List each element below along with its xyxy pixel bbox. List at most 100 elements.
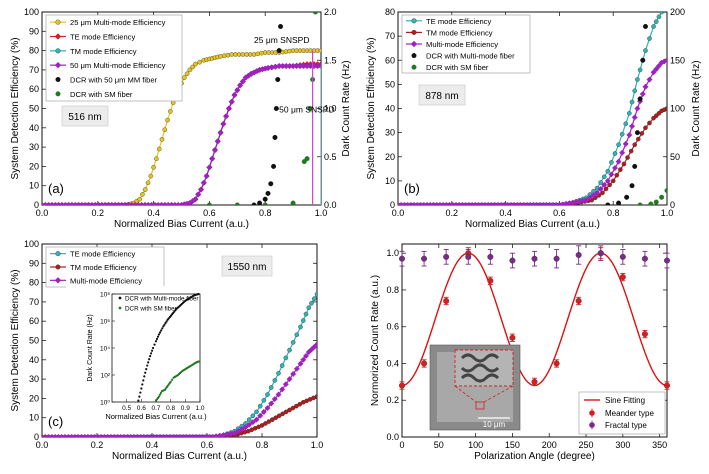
- plot-area: [42, 291, 317, 437]
- annotation-25um: 25 μm SNSPD: [254, 35, 309, 45]
- y-tick-label: 0.2: [386, 395, 399, 405]
- legend-marker: [410, 40, 418, 48]
- inset-data-point: [138, 395, 141, 398]
- y-tick-label: 40: [385, 104, 395, 114]
- inset-y-tick-label: 10²: [101, 373, 111, 380]
- panel-label: (a): [48, 181, 64, 196]
- data-point: [317, 62, 321, 70]
- y-tick-label: 0: [34, 432, 39, 442]
- data-point: [632, 142, 638, 147]
- y-axis-label: Normorized Count Rate (a.u.): [370, 275, 381, 406]
- panel-a: 0.0 0.2 0.4 0.6 0.8 1.0 0 10 20 30 40 50 60 70 80 90 100…: [10, 7, 352, 230]
- inset-x-tick-label: 0.6: [137, 405, 146, 412]
- x-axis-label: Normalized Bias Current (a.u.): [114, 219, 249, 230]
- data-point: [634, 130, 640, 136]
- data-point: [608, 171, 615, 178]
- inset-background: [66, 286, 208, 428]
- y2-tick-label: 200: [670, 7, 685, 17]
- data-point: [583, 197, 590, 204]
- data-point: [600, 190, 605, 196]
- y-tick-label: 1.0: [386, 248, 399, 258]
- x-tick-label: 0.2: [91, 440, 104, 450]
- data-point: [165, 117, 170, 123]
- data-point: [318, 48, 321, 53]
- legend-marker: [54, 61, 62, 69]
- legend: TE mode Efficiency TM mode Efficiency Mult…: [401, 14, 531, 74]
- data-point: [309, 300, 314, 306]
- y-tick-label: 100: [24, 7, 39, 17]
- x-tick-label: 0.6: [553, 208, 566, 218]
- data-point: [509, 334, 516, 341]
- data-point: [246, 417, 252, 422]
- data-point: [615, 158, 622, 165]
- y-tick-label: 20: [29, 393, 39, 403]
- y-tick-label: 90: [29, 26, 39, 36]
- data-point: [421, 255, 428, 262]
- data-point: [254, 409, 259, 415]
- data-point: [290, 340, 296, 345]
- data-point: [187, 67, 193, 73]
- data-point: [206, 202, 212, 205]
- data-point: [616, 200, 622, 205]
- ticks: 0.0 0.2 0.4 0.6 0.8 1.0 0 10 20 30 40 50 60 70 80 90 100: [24, 239, 323, 450]
- data-point: [265, 190, 271, 196]
- plot-frame: [401, 243, 668, 438]
- data-point: [421, 360, 428, 367]
- inset-series: DCR with SM fiber: [118, 306, 200, 402]
- y-tick-label: 80: [29, 46, 39, 56]
- legend-marker: [55, 264, 61, 270]
- y2-axis-label: Dark Count Rate (Hz): [341, 60, 352, 156]
- legend-frame: [45, 14, 183, 102]
- data-point: [271, 395, 278, 403]
- x-tick-label: 0.8: [259, 208, 272, 218]
- data-point: [609, 160, 614, 165]
- y-tick-label: 40: [29, 355, 39, 365]
- inset-data-point: [145, 368, 148, 371]
- zoom-source-box: [475, 401, 485, 410]
- x-tick-label: 0.4: [146, 440, 159, 450]
- legend-marker: [411, 18, 417, 24]
- wavelength-label: 1550 nm: [228, 262, 267, 273]
- inset-data-point: [197, 292, 200, 296]
- data-point: [610, 178, 616, 184]
- data-point: [643, 48, 648, 53]
- inset-data-point: [154, 340, 158, 343]
- data-point: [443, 297, 450, 304]
- plot-area: [398, 12, 667, 205]
- inset-data-point: [151, 346, 155, 350]
- data-point: [618, 167, 623, 172]
- inset-data-point: [197, 360, 200, 363]
- data-point: [283, 409, 289, 415]
- data-point: [181, 75, 187, 80]
- data-point: [619, 149, 626, 156]
- y-axis-label: System Detection Efficiency (%): [366, 37, 377, 179]
- data-point: [250, 413, 256, 419]
- data-point: [632, 88, 638, 94]
- inset-data-point: [153, 343, 156, 346]
- data-point: [531, 255, 538, 262]
- y2-tick-label: 2.0: [324, 7, 337, 17]
- panel-b: 0.0 0.2 0.4 0.6 0.8 1.00102030405060708005010…: [366, 7, 702, 230]
- inset-y-tick-label: 10⁰: [100, 400, 110, 407]
- data-point: [607, 182, 612, 188]
- legend-entry: TE mode Efficiency: [70, 33, 135, 42]
- y-tick-label: 40: [29, 123, 39, 133]
- x-tick-label: 0.2: [446, 208, 459, 218]
- series-25-m-multi-mode-efficiency: [42, 48, 321, 205]
- data-point: [619, 131, 625, 137]
- x-tick-label: 250: [579, 440, 594, 450]
- data-point: [621, 161, 627, 167]
- data-point: [293, 365, 300, 372]
- inset-data-point: [159, 391, 162, 395]
- x-tick-label: 150: [505, 440, 520, 450]
- legend-entry: 25 μm Multi-mode Efficiency: [70, 18, 166, 27]
- y2-tick-label: 0: [670, 200, 675, 210]
- data-point: [159, 137, 165, 142]
- legend-marker: [54, 33, 62, 40]
- data-point: [601, 181, 608, 188]
- data-point: [640, 57, 646, 63]
- inset-data-point: [164, 321, 167, 325]
- wavelength-label: 878 nm: [425, 91, 458, 102]
- y-tick-label: 10: [29, 181, 39, 191]
- legend-entry: TE mode Efficiency: [70, 250, 135, 259]
